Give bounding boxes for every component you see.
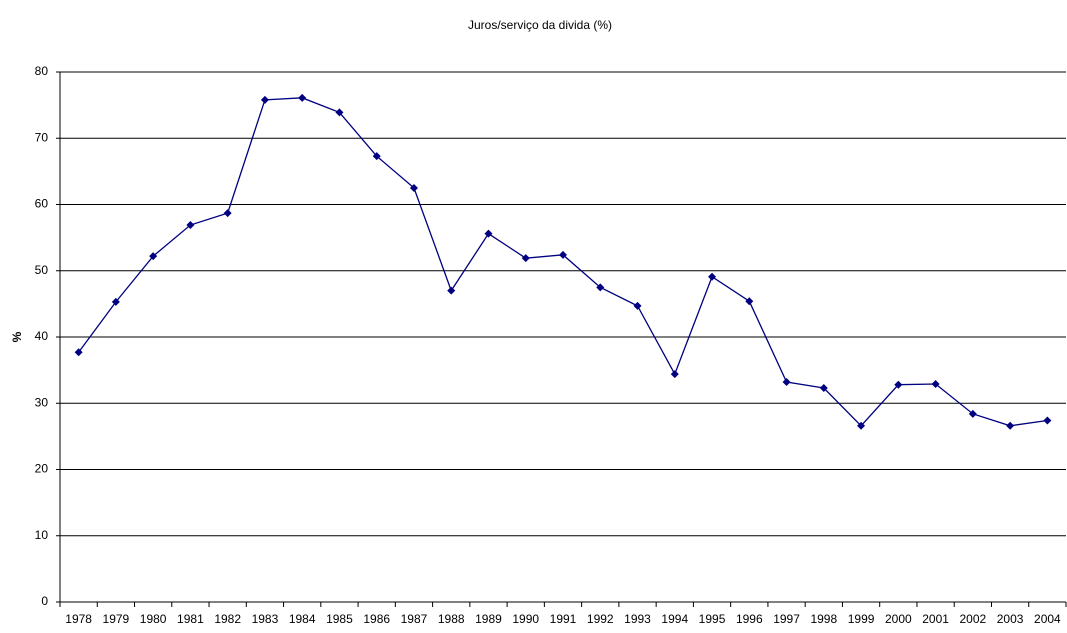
y-tick-label: 40 <box>35 329 49 343</box>
x-tick-label: 2000 <box>885 612 912 626</box>
marker <box>298 93 307 102</box>
y-tick-label: 60 <box>35 197 49 211</box>
x-tick-label: 2004 <box>1034 612 1061 626</box>
x-tick-label: 1994 <box>661 612 688 626</box>
x-tick-label: 1978 <box>65 612 92 626</box>
marker <box>335 108 344 117</box>
marker <box>633 301 642 310</box>
x-tick-label: 2002 <box>960 612 987 626</box>
x-tick-label: 1980 <box>140 612 167 626</box>
x-tick-label: 1995 <box>699 612 726 626</box>
x-tick-label: 1979 <box>103 612 130 626</box>
marker <box>186 221 195 230</box>
marker <box>931 380 940 389</box>
marker <box>708 272 717 281</box>
x-tick-label: 1997 <box>773 612 800 626</box>
line <box>78 97 1048 427</box>
marker <box>1043 416 1052 425</box>
chart-title: Juros/serviço da divida (%) <box>468 18 612 32</box>
marker <box>968 409 977 418</box>
x-tick-label: 1986 <box>363 612 390 626</box>
x-tick-label: 1990 <box>512 612 539 626</box>
marker <box>559 250 567 259</box>
marker <box>670 370 679 379</box>
marker <box>521 254 530 263</box>
x-tick-label: 1992 <box>587 612 614 626</box>
y-tick-label: 10 <box>35 528 49 542</box>
marker <box>1006 421 1015 430</box>
x-tick-label: 1987 <box>401 612 428 626</box>
y-tick-label: 30 <box>35 395 49 409</box>
y-tick-label: 50 <box>35 263 49 277</box>
x-tick-label: 1983 <box>252 612 279 626</box>
x-tick-label: 1999 <box>848 612 875 626</box>
y-tick-label: 70 <box>35 130 49 144</box>
marker <box>74 348 83 357</box>
y-tick-label: 0 <box>41 594 48 608</box>
marker <box>484 229 493 238</box>
x-tick-label: 1981 <box>177 612 204 626</box>
x-tick-label: 1988 <box>438 612 465 626</box>
marker <box>372 152 381 161</box>
marker <box>447 286 456 295</box>
marker <box>409 183 418 192</box>
y-tick-label: 80 <box>35 64 49 78</box>
y-axis-label: % <box>10 331 24 342</box>
marker <box>111 297 120 306</box>
x-tick-label: 1991 <box>550 612 577 626</box>
y-tick-label: 20 <box>35 462 49 476</box>
x-tick-label: 1989 <box>475 612 502 626</box>
x-tick-label: 1998 <box>810 612 837 626</box>
x-tick-label: 1993 <box>624 612 651 626</box>
marker <box>149 252 158 261</box>
x-tick-label: 1985 <box>326 612 353 626</box>
x-tick-label: 2001 <box>922 612 949 626</box>
marker <box>782 378 791 387</box>
x-tick-label: 1982 <box>214 612 241 626</box>
marker <box>596 283 605 292</box>
marker <box>857 421 866 430</box>
x-tick-label: 1984 <box>289 612 316 626</box>
marker <box>819 384 828 393</box>
x-tick-label: 1996 <box>736 612 763 626</box>
marker <box>223 209 232 218</box>
marker <box>745 297 754 306</box>
marker <box>894 380 903 389</box>
x-tick-label: 2003 <box>997 612 1024 626</box>
marker <box>260 95 269 104</box>
